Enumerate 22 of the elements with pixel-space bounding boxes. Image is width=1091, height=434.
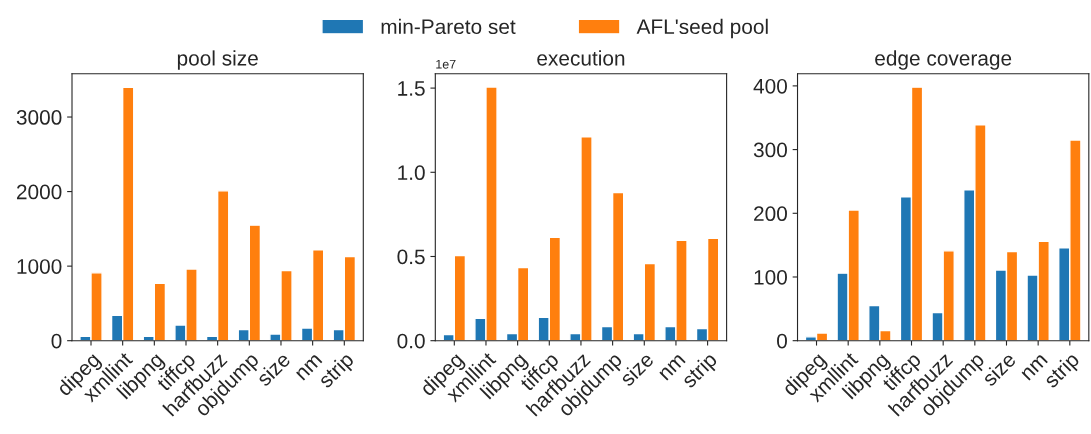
x-tick-label: nm bbox=[659, 354, 686, 381]
y-tick-label: 1.5 bbox=[398, 81, 425, 96]
y-tick-label: 1000 bbox=[17, 259, 62, 274]
legend-label: AFL'seed pool bbox=[636, 18, 768, 39]
y-tick-label: 0 bbox=[51, 333, 62, 349]
y-tick-label: 3000 bbox=[16, 110, 62, 125]
chart-title: edge coverage bbox=[875, 50, 1012, 70]
chart-title: execution bbox=[537, 50, 625, 66]
y-tick-label: 100 bbox=[754, 269, 787, 285]
x-tick-label: nm bbox=[295, 354, 323, 381]
text: 1e7 bbox=[436, 59, 456, 69]
y-tick-label: 0.0 bbox=[397, 333, 425, 349]
y-tick-label: 2000 bbox=[16, 184, 62, 200]
chart-title: pool size bbox=[177, 50, 258, 70]
x-tick-label: nm bbox=[1021, 354, 1048, 381]
y-tick-label: 1.0 bbox=[398, 165, 425, 181]
y-tick-label: 0.5 bbox=[397, 249, 425, 265]
y-tick-label: 200 bbox=[754, 206, 787, 222]
y-tick-label: 400 bbox=[753, 78, 787, 94]
legend-label: min-Pareto set bbox=[381, 18, 516, 35]
y-tick-label: 300 bbox=[753, 142, 787, 158]
y-tick-label: 0 bbox=[777, 333, 787, 349]
